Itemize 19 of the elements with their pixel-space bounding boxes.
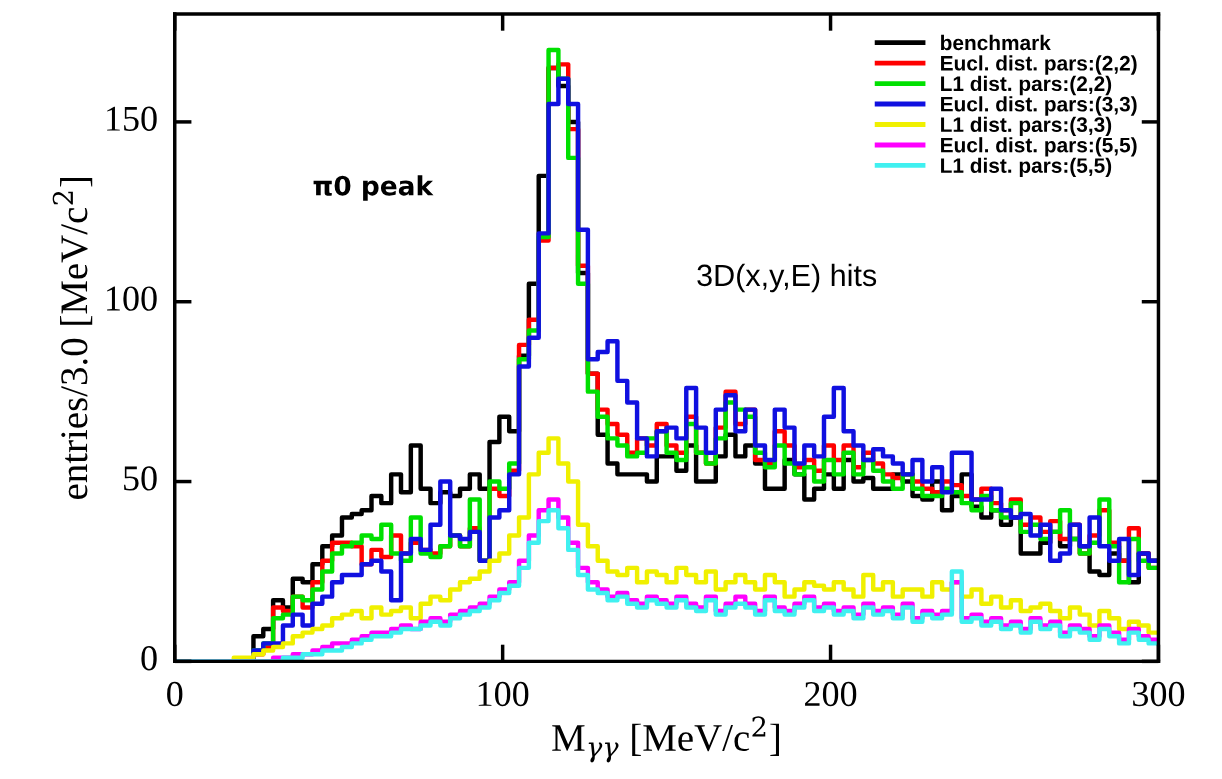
x-tick-label: 0 — [167, 681, 183, 707]
legend-label: L1 dist. pars:(2,2) — [941, 75, 1112, 96]
legend-label: benchmark — [941, 34, 1051, 51]
x-tick-label: 200 — [805, 681, 857, 707]
y-tick-label: 150 — [107, 106, 157, 131]
legend-label: L1 dist. pars:(3,3) — [941, 116, 1112, 137]
y-tick-label: 50 — [124, 466, 157, 491]
legend-label: Eucl. dist. pars:(3,3) — [941, 96, 1137, 116]
y-tick-label: 0 — [141, 646, 157, 671]
legend-label: Eucl. dist. pars:(2,2) — [941, 55, 1137, 75]
annotation: 3D(x,y,E) hits — [697, 263, 877, 293]
annotation: π0 peak — [313, 175, 434, 201]
legend-label: L1 dist. pars:(5,5) — [941, 157, 1112, 178]
y-tick-label: 100 — [107, 286, 157, 311]
x-tick-label: 100 — [478, 681, 529, 707]
y-axis-title: entries/3.0 [MeV/c$^{2}$] — [52, 177, 93, 499]
legend-label: Eucl. dist. pars:(5,5) — [941, 137, 1137, 157]
x-tick-label: 300 — [1133, 681, 1185, 707]
x-axis-title: M$_{γγ}$ [MeV/c$^{2}$] — [552, 716, 779, 763]
